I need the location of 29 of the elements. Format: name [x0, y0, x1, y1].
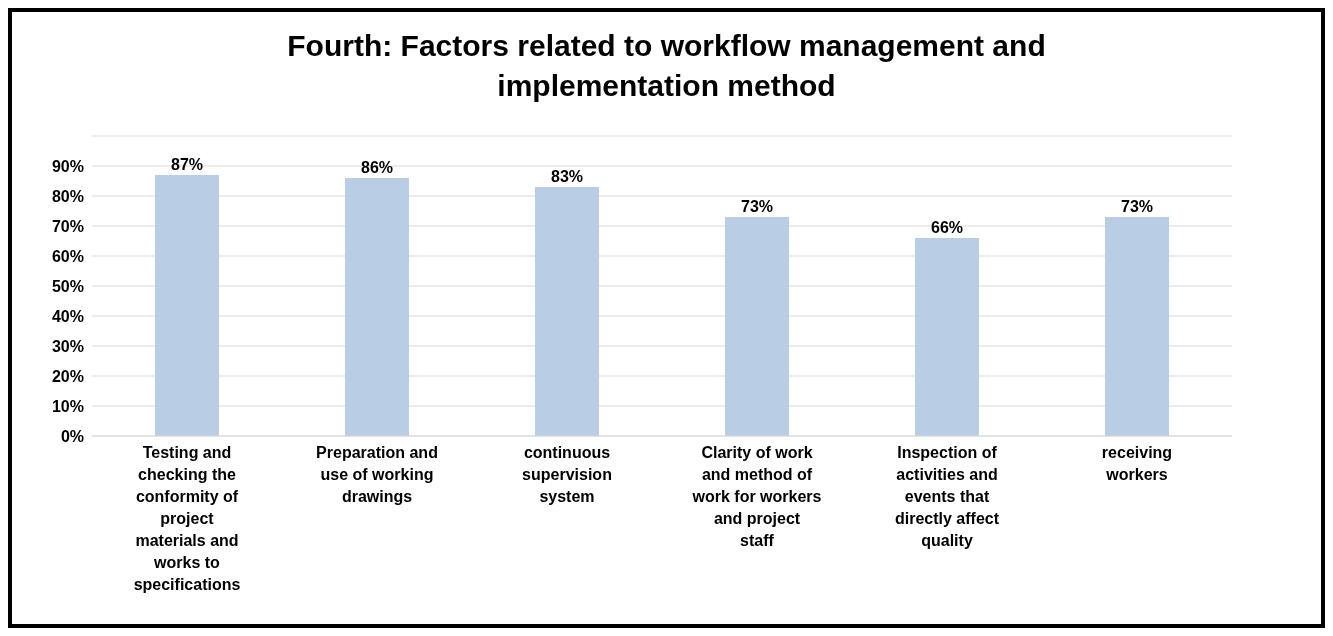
y-tick-label: 10%: [51, 397, 84, 415]
y-tick-label: 20%: [51, 367, 84, 385]
x-tick-label: Inspection of activities and events that directly affect quality: [894, 444, 1000, 549]
data-label: 86%: [360, 159, 394, 176]
y-tick-label: 50%: [51, 277, 84, 295]
bar: [915, 238, 979, 436]
y-tick-label: 60%: [51, 247, 84, 265]
chart-title: Fourth: Factors related to workflow management and implementation method: [286, 28, 1047, 104]
bar: [725, 217, 789, 436]
y-tick-label: 0%: [60, 427, 84, 445]
y-tick-label: 30%: [51, 337, 84, 355]
data-label: 73%: [1120, 198, 1154, 215]
bar: [1105, 217, 1169, 436]
y-tick-label: 40%: [51, 307, 84, 325]
x-tick-label: receiving workers: [1101, 444, 1173, 483]
x-tick-label: Preparation and use of working drawings: [316, 444, 438, 505]
x-tick-label: Testing and checking the conformity of project materials and works to specifications: [133, 444, 241, 593]
data-label: 73%: [740, 198, 774, 215]
y-tick-label: 80%: [51, 187, 84, 205]
data-label: 83%: [550, 168, 584, 185]
bar: [345, 178, 409, 436]
bar: [155, 175, 219, 436]
bar: [535, 187, 599, 436]
data-label: 66%: [930, 219, 964, 236]
data-label: 87%: [170, 156, 204, 173]
x-tick-label: Clarity of work and method of work for workers and project staff: [691, 444, 822, 549]
y-tick-label: 90%: [51, 157, 84, 175]
x-tick-label: continuous supervision system: [522, 444, 612, 505]
y-tick-label: 70%: [51, 217, 84, 235]
